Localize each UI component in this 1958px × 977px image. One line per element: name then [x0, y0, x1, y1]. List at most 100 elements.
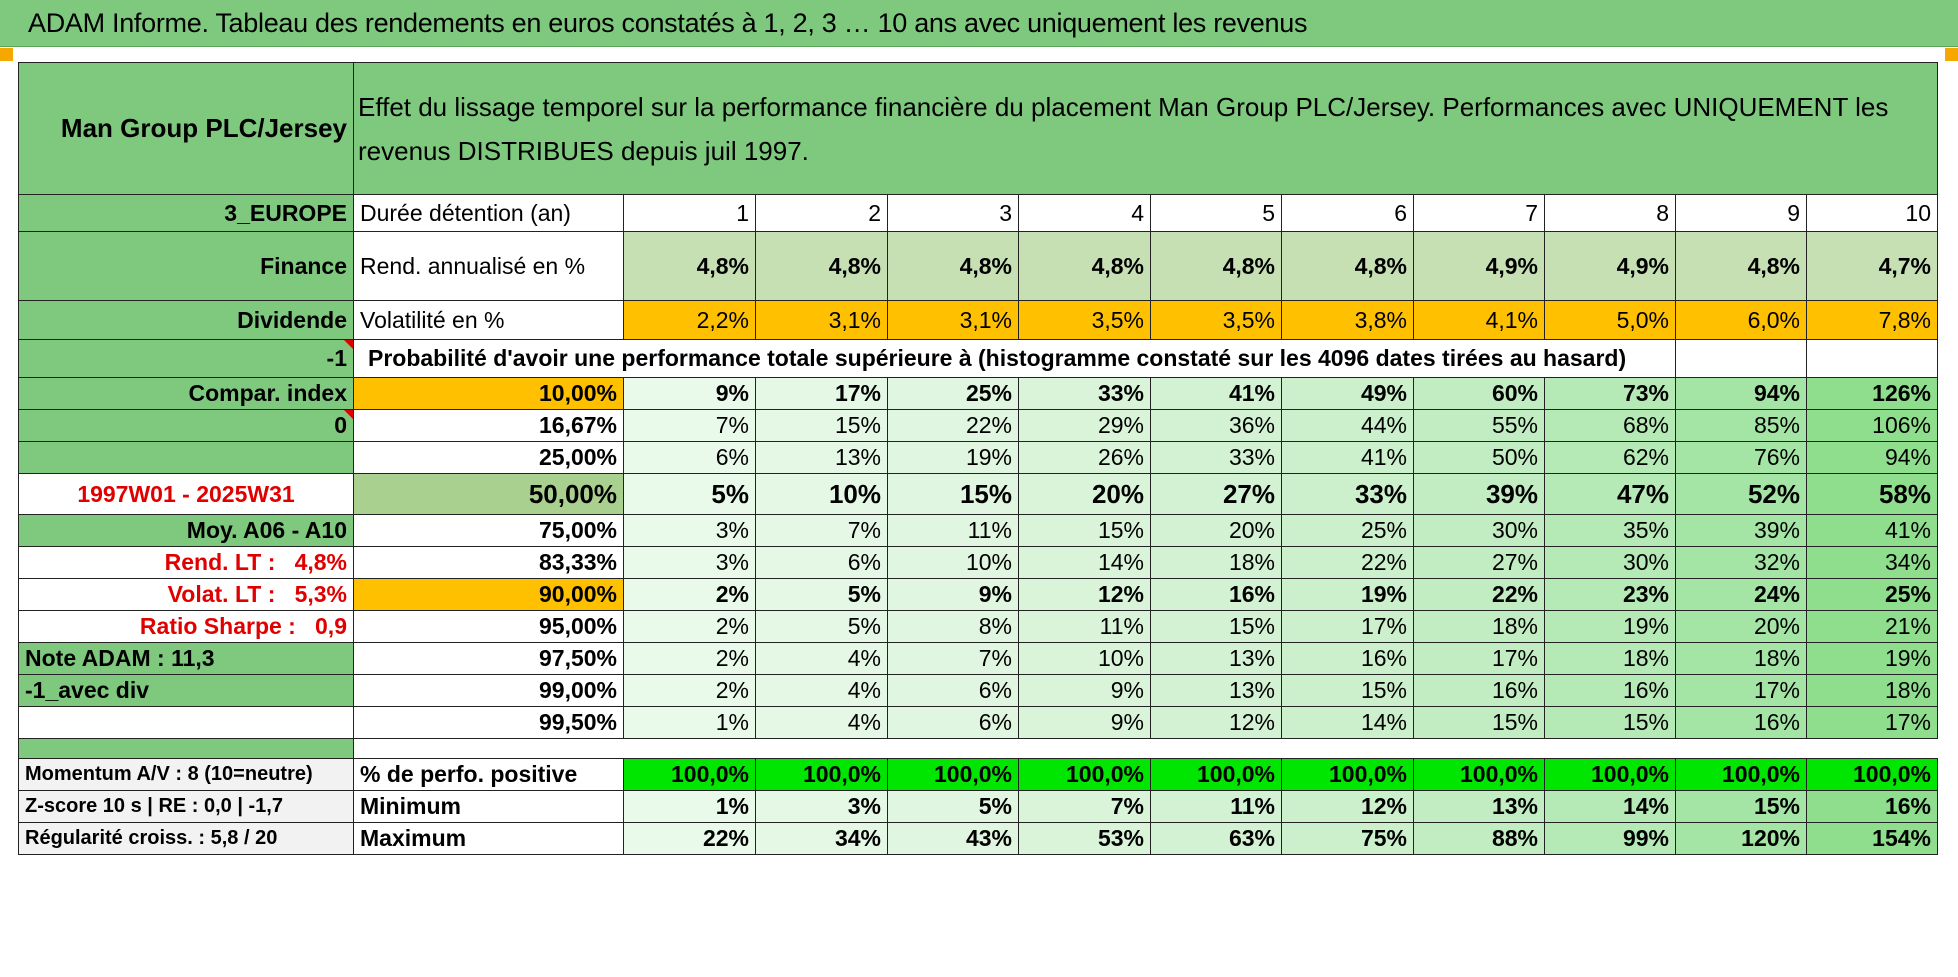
- prob-value: 27%: [1413, 546, 1545, 579]
- rend-cell: 4,8%: [623, 231, 756, 301]
- maximum-value: 75%: [1281, 822, 1414, 855]
- prob-value: 12%: [1018, 578, 1151, 611]
- prob-value: 14%: [1018, 546, 1151, 579]
- prob-value: 18%: [1675, 642, 1807, 675]
- prob-value: 15%: [1018, 514, 1151, 547]
- pct-positive-value: 100,0%: [1018, 758, 1151, 791]
- year-header: 1: [623, 194, 756, 232]
- year-header: 4: [1018, 194, 1151, 232]
- page-title: ADAM Informe. Tableau des rendements en …: [28, 8, 1308, 38]
- prob-value: 25%: [887, 377, 1019, 410]
- pct-positive-value: 100,0%: [1544, 758, 1676, 791]
- maximum-value: 63%: [1150, 822, 1282, 855]
- minimum-value: 16%: [1806, 790, 1938, 823]
- prob-row: Ratio Sharpe : 0,9 95,00% 2% 5% 8% 11% 15% 17% 1…: [18, 610, 1938, 643]
- volat-lt-label: Volat. LT :: [167, 581, 276, 607]
- prob-value: 10%: [755, 473, 888, 515]
- prob-value: 4%: [755, 642, 888, 675]
- sector-label: Finance: [18, 231, 354, 301]
- avec-div: -1_avec div: [18, 674, 354, 707]
- pct-positive-value: 100,0%: [1806, 758, 1938, 791]
- prob-value: 2%: [623, 610, 756, 643]
- prob-value: 5%: [755, 578, 888, 611]
- prob-value: 35%: [1544, 514, 1676, 547]
- prob-value: 126%: [1806, 377, 1938, 410]
- maximum-value: 99%: [1544, 822, 1676, 855]
- maximum-label: Maximum: [353, 822, 624, 855]
- prob-value: 24%: [1675, 578, 1807, 611]
- prob-value: 21%: [1806, 610, 1938, 643]
- rend-cell: 4,8%: [1281, 231, 1414, 301]
- rend-cell: 4,8%: [1018, 231, 1151, 301]
- probability-threshold: 83,33%: [353, 546, 624, 579]
- prob-value: 73%: [1544, 377, 1676, 410]
- prob-value: 2%: [623, 578, 756, 611]
- rend-label: Rend. annualisé en %: [353, 231, 624, 301]
- maximum-value: 34%: [755, 822, 888, 855]
- prob-value: 17%: [1413, 642, 1545, 675]
- prob-value: 7%: [623, 409, 756, 442]
- maximum-value: 120%: [1675, 822, 1807, 855]
- prob-value: 58%: [1806, 473, 1938, 515]
- prob-value: 19%: [1281, 578, 1414, 611]
- sharpe-ratio: Ratio Sharpe : 0,9: [18, 610, 354, 643]
- rend-cell: 4,8%: [755, 231, 888, 301]
- prob-value: 7%: [887, 642, 1019, 675]
- fund-name: Man Group PLC/Jersey: [18, 62, 354, 195]
- note-adam: Note ADAM : 11,3: [18, 642, 354, 675]
- prob-value: 20%: [1018, 473, 1151, 515]
- prob-value: 27%: [1150, 473, 1282, 515]
- probability-threshold: 99,50%: [353, 706, 624, 739]
- corner-marker-right: [1945, 48, 1958, 61]
- minimum-value: 7%: [1018, 790, 1151, 823]
- prob-value: 16%: [1150, 578, 1282, 611]
- prob-value: 19%: [1806, 642, 1938, 675]
- rend-cell: 4,9%: [1544, 231, 1676, 301]
- probability-threshold: 99,00%: [353, 674, 624, 707]
- prob-value: 3%: [623, 546, 756, 579]
- prob-value: 3%: [623, 514, 756, 547]
- volat-cell: 3,5%: [1150, 300, 1282, 340]
- momentum-label: Momentum A/V : 8 (10=neutre): [18, 758, 354, 791]
- prob-value: 18%: [1806, 674, 1938, 707]
- prob-value: 32%: [1675, 546, 1807, 579]
- probability-threshold: 97,50%: [353, 642, 624, 675]
- pct-positive-value: 100,0%: [623, 758, 756, 791]
- pct-positive-value: 100,0%: [755, 758, 888, 791]
- pct-positive-value: 100,0%: [887, 758, 1019, 791]
- period-label: 1997W01 - 2025W31: [18, 473, 354, 515]
- prob-value: 10%: [1018, 642, 1151, 675]
- prob-value: 30%: [1413, 514, 1545, 547]
- prob-value: 17%: [1806, 706, 1938, 739]
- prob-value: 41%: [1806, 514, 1938, 547]
- prob-value: 17%: [1675, 674, 1807, 707]
- year-header: 10: [1806, 194, 1938, 232]
- pct-positive-value: 100,0%: [1281, 758, 1414, 791]
- year-header: 7: [1413, 194, 1545, 232]
- pct-positive-value: 100,0%: [1413, 758, 1545, 791]
- prob-value: 23%: [1544, 578, 1676, 611]
- prob-value: 16%: [1675, 706, 1807, 739]
- rend-lt: Rend. LT : 4,8%: [18, 546, 354, 579]
- probability-threshold: 75,00%: [353, 514, 624, 547]
- rend-cell: 4,8%: [1150, 231, 1282, 301]
- prob-value: 5%: [755, 610, 888, 643]
- prob-value: 11%: [1018, 610, 1151, 643]
- sharpe-label: Ratio Sharpe :: [139, 613, 296, 639]
- pct-positive-label: % de perfo. positive: [353, 758, 624, 791]
- prob-row: Compar. index 10,00% 9% 17% 25% 33% 41% 49% 60% 7…: [18, 377, 1938, 410]
- region-label: 3_EUROPE: [18, 194, 354, 232]
- moy-label: Moy. A06 - A10: [18, 514, 354, 547]
- prob-value: 15%: [887, 473, 1019, 515]
- prob-value: 18%: [1150, 546, 1282, 579]
- minimum-label: Minimum: [353, 790, 624, 823]
- volat-cell: 2,2%: [623, 300, 756, 340]
- maximum-value: 22%: [623, 822, 756, 855]
- prob-value: 25%: [1281, 514, 1414, 547]
- year-header: 5: [1150, 194, 1282, 232]
- volat-cell: 3,8%: [1281, 300, 1414, 340]
- minimum-row: Z-score 10 s | RE : 0,0 | -1,7 Minimum 1% 3…: [18, 790, 1938, 823]
- prob-value: 49%: [1281, 377, 1414, 410]
- prob-value: 47%: [1544, 473, 1676, 515]
- minimum-value: 5%: [887, 790, 1019, 823]
